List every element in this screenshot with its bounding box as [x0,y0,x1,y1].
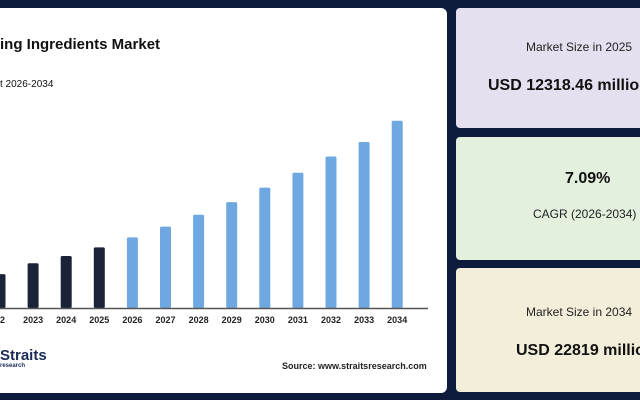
card-value: USD 12318.46 millio [488,77,640,94]
bar-2023 [27,263,39,308]
bar-2028 [193,214,205,308]
x-tick-label: 2032 [321,315,341,325]
x-tick-label: 2027 [155,315,175,325]
logo-text: Straits [0,347,47,364]
card-label: Market Size in 2034 [526,305,633,319]
x-tick-label: 2025 [89,315,109,325]
x-tick-label: 2033 [354,315,374,325]
bar-2026 [126,237,138,308]
straits-logo: Straits research [0,348,47,370]
x-tick-label: 2028 [189,315,209,325]
card-label: CAGR (2026-2034) [533,207,637,221]
bar-2024 [60,255,72,308]
x-tick-label: 2030 [255,315,275,325]
x-tick-label: 2023 [23,315,43,325]
chart-panel: ing Ingredients Market t 2026-2034 22 202… [0,8,447,393]
x-tick-label: 22 [0,315,5,325]
bar-2034 [391,120,403,308]
logo-subtext: research [0,363,26,369]
chart-title: ing Ingredients Market [0,36,161,53]
cagr-card: 7.09% CAGR (2026-2034) [456,137,640,260]
bar-2027 [160,226,171,308]
card-value: USD 22819 millio [516,342,640,359]
bar-22 [0,274,6,308]
bar-2032 [325,156,337,308]
chart-subtitle: t 2026-2034 [0,79,54,90]
market-size-2034-card: Market Size in 2034 USD 22819 millio [456,268,640,392]
bar-2031 [292,172,304,308]
bar-2029 [226,202,238,308]
x-tick-label: 2024 [56,315,76,325]
x-tick-label: 2029 [222,315,242,325]
x-tick-label: 2026 [122,315,142,325]
card-value: 7.09% [565,170,611,187]
bar-2025 [93,247,105,308]
bar-2030 [259,187,271,308]
source-note: Source: www.straitsresearch.com [282,361,427,371]
x-tick-label: 2031 [288,315,308,325]
bar-chart: 22 2023 2024 2025 2026 2027 2028 2029 2030 2031 20… [0,120,428,325]
card-label: Market Size in 2025 [526,40,633,54]
market-size-2025-card: Market Size in 2025 USD 12318.46 millio [456,8,640,128]
x-tick-label: 2034 [387,315,407,325]
bar-2033 [358,141,370,308]
